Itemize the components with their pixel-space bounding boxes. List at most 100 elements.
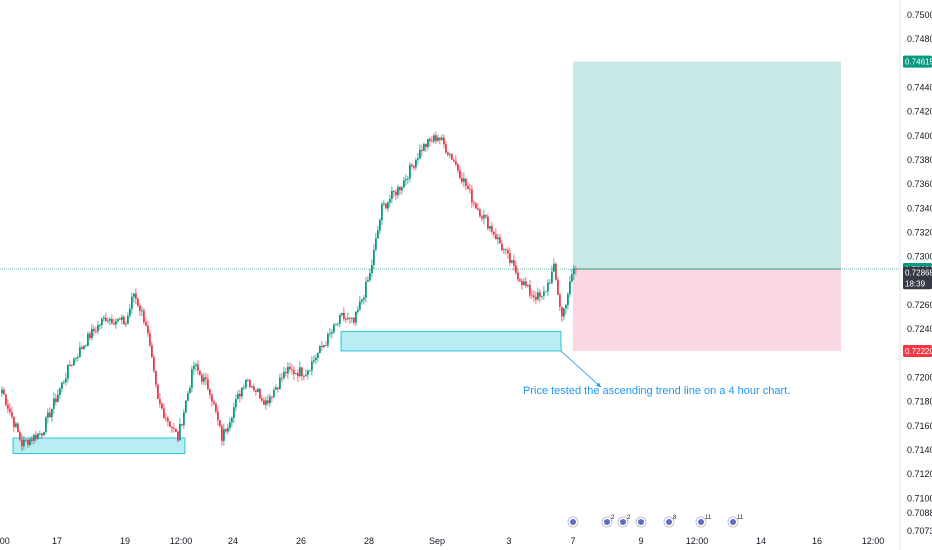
candle-body <box>263 400 265 405</box>
candle <box>285 367 287 377</box>
event-icon[interactable] <box>635 516 647 528</box>
candle-body <box>299 367 301 377</box>
candle <box>215 401 217 414</box>
candle <box>315 354 317 365</box>
candle-body <box>499 237 501 244</box>
candle-body <box>503 249 505 251</box>
candle <box>503 247 505 255</box>
candle-body <box>323 345 325 348</box>
candle <box>237 390 239 400</box>
candle <box>465 177 467 191</box>
event-count: 2 <box>627 515 631 521</box>
candle-body <box>365 281 367 298</box>
x-tick-label: 14 <box>756 536 766 546</box>
candle-body <box>451 154 453 160</box>
candle-body <box>571 274 573 282</box>
candle <box>9 403 11 415</box>
event-icon[interactable]: 8 <box>663 515 677 528</box>
price-badge-bg <box>903 277 932 290</box>
price-axis[interactable]: 0.75000 0.74800 0.74400 0.74200 0.74000 0.738… <box>907 10 932 536</box>
candle-body <box>375 238 377 250</box>
candle <box>255 389 257 396</box>
candle-body <box>153 357 155 371</box>
flag-icon <box>638 519 644 525</box>
candle <box>219 420 221 428</box>
candle <box>337 322 339 327</box>
candle-body <box>471 189 473 203</box>
candle-body <box>545 291 547 293</box>
candle <box>513 254 515 271</box>
flag-icon <box>666 519 672 525</box>
candle-body <box>111 318 113 324</box>
candle <box>425 143 427 152</box>
annotation-arrow[interactable] <box>560 350 602 388</box>
candle <box>517 268 519 283</box>
candle <box>307 369 309 380</box>
candle-body <box>335 324 337 326</box>
x-tick-label: 26 <box>296 536 306 546</box>
support-zone[interactable] <box>12 437 186 455</box>
support-zones[interactable] <box>12 331 562 455</box>
target-zone[interactable] <box>573 61 841 270</box>
y-tick-label: 0.73800 <box>907 155 932 165</box>
candle-body <box>331 332 333 334</box>
candle-body <box>87 333 89 346</box>
x-tick-label: 17 <box>52 536 62 546</box>
candle-body <box>117 318 119 322</box>
candle <box>131 292 133 314</box>
candle-body <box>291 369 293 370</box>
candle <box>211 393 213 407</box>
candle-body <box>51 408 53 418</box>
y-tick-label: 0.71400 <box>907 445 932 455</box>
candle-body <box>477 208 479 210</box>
candle <box>157 383 159 400</box>
y-tick-label: 0.73000 <box>907 252 932 262</box>
candle <box>37 433 39 440</box>
candle <box>499 233 501 244</box>
economic-events[interactable]: 2 2 8 11 11 <box>567 515 744 528</box>
candle <box>165 413 167 422</box>
candle <box>105 312 107 322</box>
candle <box>21 433 23 452</box>
candle <box>59 386 61 399</box>
candle <box>563 308 565 321</box>
candle-body <box>79 347 81 358</box>
candle-body <box>509 253 511 263</box>
candle-body <box>405 178 407 181</box>
event-icon[interactable]: 2 <box>617 515 631 528</box>
annotation-text[interactable]: Price tested the ascending trend line on… <box>523 385 790 397</box>
candle <box>349 317 351 324</box>
candle-body <box>417 158 419 161</box>
candle-body <box>399 187 401 191</box>
event-icon[interactable]: 11 <box>727 515 744 528</box>
long-position-tool[interactable] <box>573 61 841 351</box>
time-axis[interactable]: 2:00 17 19 12:00 24 26 28 Sep 3 7 9 12:00 14 16 12:00 <box>0 536 884 546</box>
support-zone[interactable] <box>340 331 562 352</box>
candle <box>107 317 109 324</box>
candle-body <box>475 203 477 209</box>
y-tick-label: 0.74400 <box>907 83 932 93</box>
candle-body <box>315 357 317 361</box>
candle-body <box>199 370 201 375</box>
candle-body <box>53 398 55 409</box>
candle-body <box>467 185 469 190</box>
candle-body <box>261 398 263 401</box>
annotation[interactable]: Price tested the ascending trend line on… <box>523 350 790 397</box>
candle-body <box>427 138 429 148</box>
event-icon[interactable]: 2 <box>601 515 615 528</box>
candle <box>299 361 301 378</box>
candle-body <box>535 296 537 300</box>
candle <box>521 278 523 291</box>
candle-body <box>159 399 161 404</box>
event-icon[interactable]: 11 <box>695 515 712 528</box>
candle-body <box>265 400 267 405</box>
stop-zone[interactable] <box>573 269 841 351</box>
event-icon[interactable] <box>567 516 579 528</box>
candle <box>169 420 171 428</box>
candle <box>363 295 365 305</box>
candle-body <box>453 159 455 162</box>
candle-body <box>259 388 261 399</box>
candle <box>277 386 279 393</box>
candle <box>327 332 329 349</box>
